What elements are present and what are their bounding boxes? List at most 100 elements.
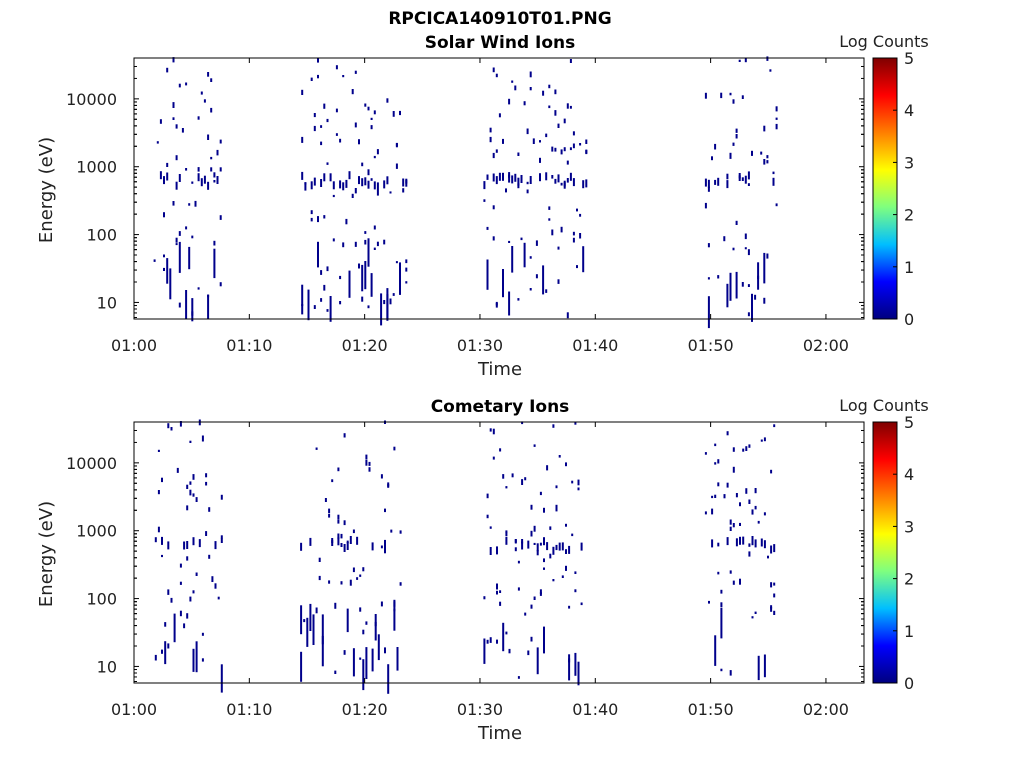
count-cell [364, 177, 367, 186]
count-cell [704, 92, 707, 99]
count-cell [775, 203, 778, 207]
count-cell [371, 542, 374, 551]
count-cell [566, 178, 569, 183]
count-cell [763, 252, 766, 284]
count-cell [543, 507, 545, 513]
count-cell [321, 635, 324, 667]
count-cell [748, 499, 751, 504]
count-cell [179, 563, 182, 568]
colorbar-gradient [872, 421, 898, 684]
count-cell [511, 246, 514, 273]
count-cell [748, 551, 751, 557]
count-cell [568, 654, 571, 681]
count-cell [376, 182, 379, 191]
count-cell [166, 258, 169, 284]
count-cell [529, 87, 532, 91]
count-cell [191, 181, 194, 184]
count-cell [486, 259, 489, 290]
count-cell [489, 547, 492, 555]
count-cell [502, 622, 505, 652]
count-cell [364, 231, 367, 234]
count-cell [574, 571, 577, 574]
count-cell [495, 73, 498, 78]
count-cell [773, 544, 776, 553]
count-cell [201, 435, 204, 442]
count-cell [163, 212, 165, 218]
count-cell [514, 539, 517, 544]
count-cell [558, 542, 561, 551]
count-cell [359, 574, 362, 577]
count-cell [536, 549, 539, 556]
count-cell [335, 108, 338, 113]
count-cell [772, 177, 775, 186]
count-cell [213, 240, 216, 246]
count-cell [763, 125, 766, 132]
count-cell [405, 281, 408, 284]
count-cell [754, 505, 757, 510]
count-cell [505, 631, 508, 635]
count-cell [508, 291, 511, 316]
count-cell [312, 614, 315, 645]
count-cell [568, 545, 571, 554]
count-cell [220, 664, 223, 693]
count-cell [326, 266, 329, 272]
count-cell [486, 493, 489, 499]
count-cell [358, 139, 360, 145]
count-cell [219, 282, 222, 287]
x-tick-label: 01:50 [688, 336, 734, 355]
count-cell [334, 670, 337, 674]
count-cell [508, 98, 511, 105]
count-cell [197, 116, 200, 120]
count-cell [207, 134, 210, 140]
count-cell [483, 596, 486, 600]
count-cell [489, 127, 492, 133]
count-cell [340, 533, 343, 539]
count-cell [172, 201, 175, 206]
colorbar-label: Log Counts [839, 32, 929, 51]
count-cell [580, 602, 583, 606]
count-cell [574, 652, 577, 676]
count-cell [159, 119, 162, 124]
count-cell [189, 489, 192, 496]
count-cell [566, 103, 569, 109]
count-cell [326, 118, 329, 123]
colorbar: 0 1 2 3 4 5 [872, 413, 914, 693]
count-cell [169, 268, 172, 300]
count-cell [720, 668, 723, 672]
count-cell [773, 424, 776, 428]
count-cell [517, 177, 520, 186]
count-cell [166, 162, 169, 167]
count-cell [545, 172, 548, 181]
count-cell [200, 178, 203, 187]
count-cell [318, 557, 321, 562]
count-cell [176, 467, 179, 473]
count-cell [555, 544, 558, 551]
count-cell [773, 582, 776, 586]
y-tick-label: 100 [86, 226, 117, 245]
count-cell [361, 178, 364, 187]
count-cell [399, 292, 401, 295]
count-cell [172, 117, 175, 120]
count-cell [726, 431, 729, 436]
count-cell [766, 253, 769, 259]
count-cell [373, 110, 376, 115]
count-cell [189, 481, 192, 485]
count-cell [195, 572, 198, 576]
count-cell [185, 226, 188, 230]
count-cell [732, 447, 735, 452]
count-cell [735, 134, 738, 139]
count-cell [552, 579, 555, 582]
count-cell [549, 553, 552, 559]
count-cell [489, 637, 492, 643]
count-cell [304, 182, 307, 191]
count-cell [402, 188, 405, 193]
count-cell [183, 623, 186, 629]
count-cell [396, 647, 399, 671]
count-cell [535, 274, 538, 279]
count-cell [739, 536, 741, 545]
count-cell [530, 636, 533, 642]
count-cell [351, 89, 354, 95]
count-cell [495, 176, 498, 185]
count-cell [213, 172, 216, 178]
count-cell [186, 484, 189, 489]
